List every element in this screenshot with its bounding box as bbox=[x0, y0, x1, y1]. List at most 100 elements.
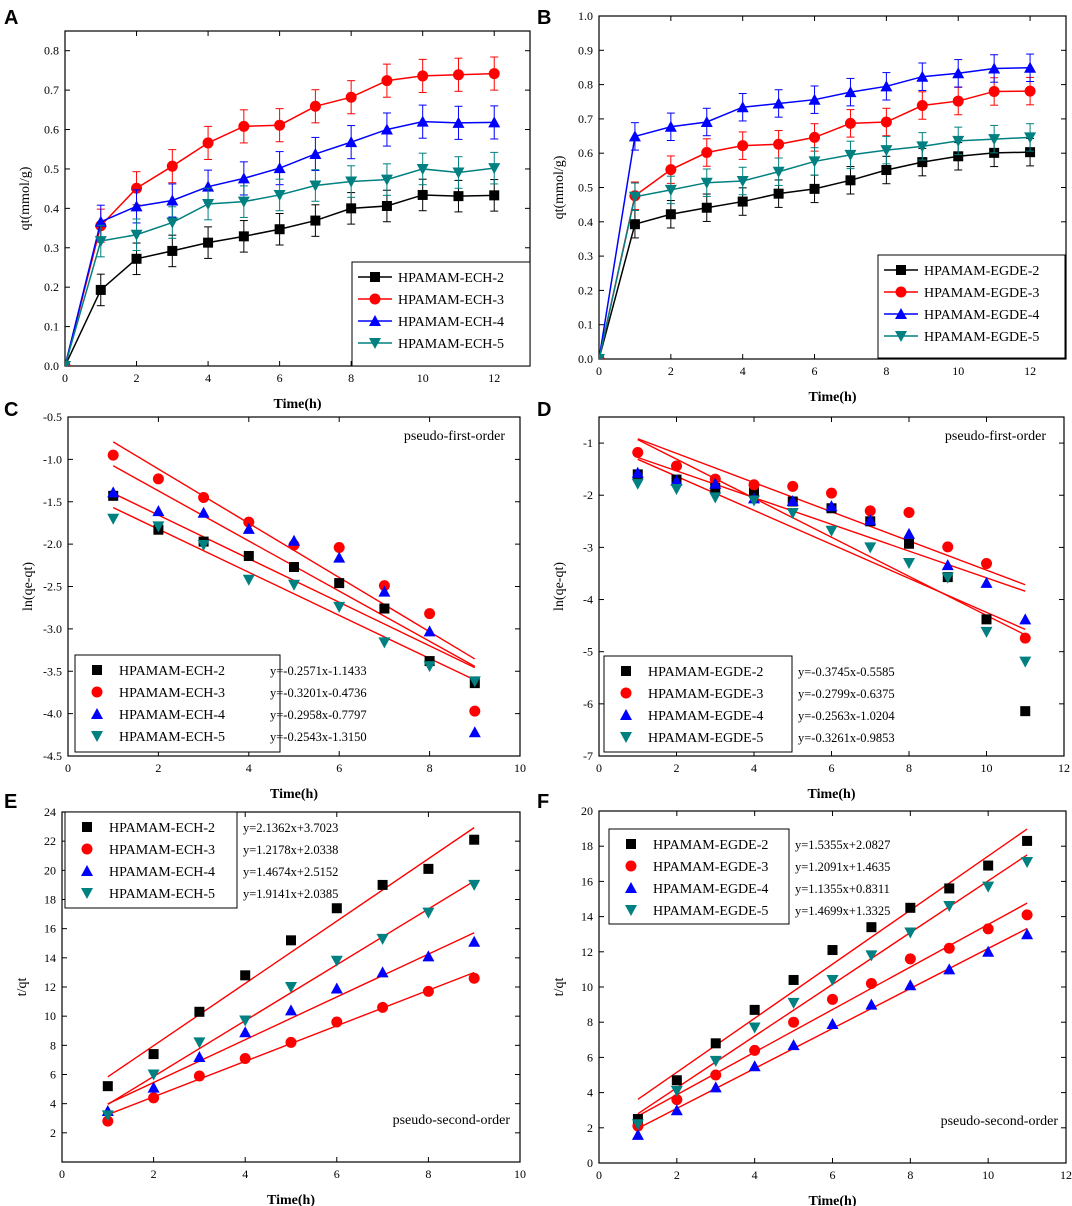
data-point bbox=[845, 175, 856, 186]
x-axis-label: Time(h) bbox=[274, 397, 322, 412]
x-tick-label: 0 bbox=[59, 1167, 65, 1181]
data-point bbox=[285, 1004, 297, 1016]
data-point bbox=[468, 726, 481, 738]
x-tick-label: 2 bbox=[674, 1168, 680, 1182]
x-tick-label: 2 bbox=[668, 364, 674, 378]
data-point bbox=[786, 507, 799, 519]
panel-label: D bbox=[537, 399, 551, 421]
data-point bbox=[166, 160, 178, 172]
data-point bbox=[982, 945, 995, 957]
y-axis-label: ln(qe-qt) bbox=[552, 562, 567, 611]
legend-marker bbox=[91, 686, 103, 698]
data-point bbox=[423, 863, 434, 874]
x-tick-label: 0 bbox=[65, 761, 71, 775]
x-tick-label: 4 bbox=[752, 1168, 758, 1182]
data-point bbox=[422, 985, 434, 997]
data-point bbox=[981, 614, 992, 625]
legend-marker bbox=[620, 732, 632, 743]
data-point bbox=[152, 473, 164, 485]
panel-label: F bbox=[537, 791, 549, 813]
data-point bbox=[193, 1070, 205, 1082]
data-point bbox=[345, 91, 357, 103]
panel-c: C 0 2 4 6 8 10 -4.5 -4.0 -3.5 -3.0 -2.5 -2.0 -1.5 -1.0… bbox=[4, 399, 526, 802]
data-point bbox=[288, 534, 300, 546]
data-point bbox=[243, 516, 255, 528]
data-point bbox=[748, 1022, 761, 1034]
fit-equation: y=1.2091x+1.4635 bbox=[795, 860, 890, 874]
x-tick-label: 4 bbox=[751, 761, 757, 775]
y-axis-label: qt(mmol/g) bbox=[18, 166, 33, 230]
data-point bbox=[631, 1119, 644, 1131]
data-point bbox=[788, 1016, 800, 1028]
legend-label: HPAMAM-ECH-4 bbox=[109, 865, 215, 880]
data-point bbox=[202, 180, 215, 192]
x-tick-label: 6 bbox=[336, 761, 342, 775]
data-point bbox=[452, 116, 465, 128]
data-point bbox=[237, 172, 250, 184]
x-tick-label: 10 bbox=[514, 1167, 526, 1181]
y-tick-label: 18 bbox=[581, 839, 593, 853]
fit-line bbox=[112, 506, 476, 681]
y-axis-label: qt(mmol/g) bbox=[552, 155, 567, 219]
y-tick-label: 0.7 bbox=[578, 112, 593, 126]
data-point bbox=[865, 950, 878, 962]
legend-label: HPAMAM-EGDE-2 bbox=[924, 264, 1039, 279]
data-point bbox=[670, 1085, 683, 1097]
data-point bbox=[237, 196, 250, 208]
data-point bbox=[943, 901, 956, 913]
data-point bbox=[131, 182, 143, 194]
legend-label: HPAMAM-EGDE-3 bbox=[924, 286, 1039, 301]
data-point bbox=[240, 970, 251, 981]
data-point bbox=[239, 1015, 252, 1027]
y-tick-label: 0.8 bbox=[578, 78, 593, 92]
data-point bbox=[1024, 61, 1037, 73]
plot-area bbox=[107, 441, 481, 738]
y-axis-label: t/qt bbox=[15, 978, 30, 997]
legend-label: HPAMAM-EGDE-4 bbox=[653, 882, 768, 897]
x-axis-label: Time(h) bbox=[270, 787, 318, 802]
y-tick-label: 2 bbox=[587, 1121, 593, 1135]
legend-marker bbox=[625, 860, 637, 872]
data-point bbox=[197, 539, 210, 551]
data-point bbox=[903, 527, 915, 539]
fit-model-annotation: pseudo-first-order bbox=[404, 429, 505, 444]
legend: HPAMAM-EGDE-2 y=-0.3745x-0.5585 HPAMAM-EGD… bbox=[603, 655, 895, 753]
legend-label: HPAMAM-ECH-2 bbox=[119, 664, 225, 679]
data-point bbox=[130, 200, 143, 212]
data-point bbox=[1022, 835, 1033, 846]
data-point bbox=[631, 466, 644, 478]
data-point bbox=[1021, 857, 1034, 869]
data-point bbox=[423, 625, 436, 637]
data-point bbox=[309, 180, 322, 192]
data-point bbox=[748, 479, 760, 491]
y-tick-label: 0.0 bbox=[578, 352, 593, 366]
x-tick-label: 6 bbox=[334, 1167, 340, 1181]
fit-equation: y=-0.2563x-1.0204 bbox=[798, 709, 895, 723]
data-point bbox=[670, 474, 683, 486]
data-point bbox=[238, 231, 249, 242]
data-point bbox=[424, 608, 436, 620]
legend-frame bbox=[608, 828, 790, 925]
data-point bbox=[880, 145, 893, 157]
data-point bbox=[1021, 928, 1034, 940]
panel-b: B 0 2 4 6 8 10 12 0.0 0.1 0.2 0.3 0.4 0.5 0.6 0.7 0.8 0.9… bbox=[537, 7, 1067, 405]
data-point bbox=[631, 478, 644, 490]
data-point bbox=[101, 1110, 114, 1122]
data-point bbox=[346, 203, 357, 214]
plot-frame bbox=[64, 30, 531, 367]
data-point bbox=[916, 141, 929, 153]
data-point bbox=[202, 137, 214, 149]
y-axis-label: t/qt bbox=[552, 978, 567, 997]
data-point bbox=[671, 460, 682, 472]
plot-area bbox=[65, 56, 501, 366]
data-point bbox=[198, 492, 210, 504]
y-tick-label: 0.3 bbox=[44, 241, 59, 255]
x-axis-label: Time(h) bbox=[809, 390, 857, 405]
data-point bbox=[844, 86, 857, 98]
legend-marker bbox=[626, 839, 636, 849]
legend-label: HPAMAM-EGDE-4 bbox=[648, 709, 763, 724]
data-point bbox=[452, 69, 464, 81]
data-point bbox=[488, 116, 501, 128]
legend-label: HPAMAM-EGDE-5 bbox=[924, 330, 1039, 345]
legend-frame bbox=[64, 811, 238, 909]
